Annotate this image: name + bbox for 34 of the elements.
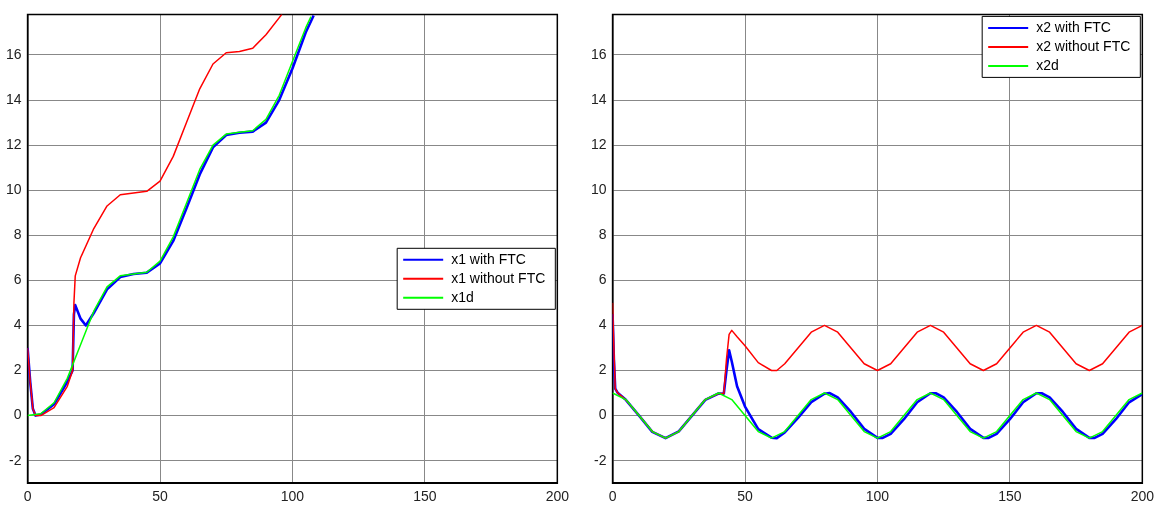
y-tick-label: 6 [598, 271, 607, 288]
legend-label: x2d [1036, 56, 1059, 73]
y-tick-label: 10 [590, 181, 607, 198]
y-tick-label: 4 [13, 316, 22, 333]
x-tick-label: 200 [1130, 488, 1155, 505]
y-tick-label: -2 [594, 451, 607, 468]
x-tick-label: 150 [998, 488, 1022, 505]
x-tick-label: 100 [865, 488, 890, 505]
legend-label: x1 without FTC [451, 269, 546, 286]
x-tick-label: 50 [737, 488, 754, 505]
legend-label: x1d [451, 288, 474, 305]
y-tick-label: 8 [13, 226, 22, 243]
y-tick-label: 8 [598, 226, 607, 243]
x-tick-label: 50 [152, 488, 169, 505]
y-tick-label: 16 [590, 45, 607, 62]
y-tick-label: 0 [598, 406, 607, 423]
x-tick-label: 150 [413, 488, 437, 505]
y-tick-label: 12 [590, 135, 607, 152]
y-tick-label: 14 [5, 90, 22, 107]
y-tick-label: 10 [5, 181, 22, 198]
y-tick-label: 6 [13, 271, 22, 288]
y-tick-label: 2 [598, 361, 607, 378]
x-tick-label: 200 [545, 488, 570, 505]
legend-label: x2 with FTC [1036, 18, 1111, 35]
y-tick-label: 2 [13, 361, 22, 378]
y-tick-label: -2 [9, 451, 22, 468]
x-tick-label: 100 [280, 488, 305, 505]
y-tick-label: 16 [5, 45, 22, 62]
legend-label: x1 with FTC [451, 250, 526, 267]
y-tick-label: 0 [13, 406, 22, 423]
y-tick-label: 12 [5, 135, 22, 152]
legend-label: x2 without FTC [1036, 37, 1131, 54]
y-tick-label: 14 [590, 90, 607, 107]
y-tick-label: 4 [598, 316, 607, 333]
